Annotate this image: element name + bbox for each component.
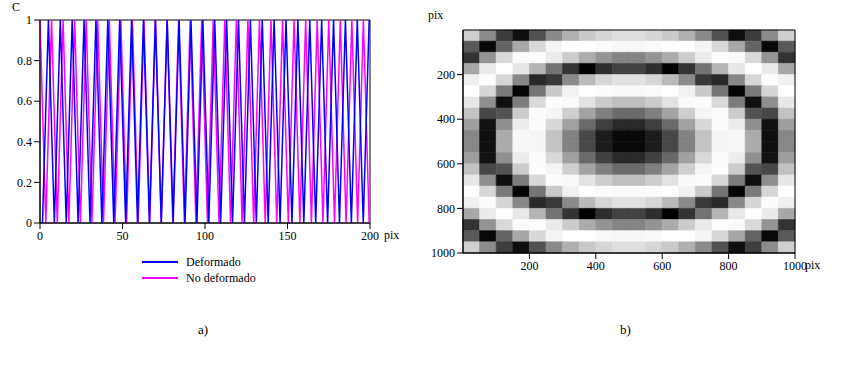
html-text:pix: pix <box>428 8 444 22</box>
svg-text:0.4: 0.4 <box>17 135 32 149</box>
html-text:a): a) <box>198 322 209 337</box>
svg-text:50: 50 <box>117 229 129 243</box>
svg-text:800: 800 <box>720 259 738 273</box>
svg-text:400: 400 <box>437 112 455 126</box>
html-text:Deformado: Deformado <box>186 255 241 269</box>
html-text:pix: pix <box>384 228 400 242</box>
svg-text:400: 400 <box>587 259 605 273</box>
svg-text:1000: 1000 <box>783 259 807 273</box>
svg-text:1: 1 <box>26 13 32 27</box>
svg-text:200: 200 <box>520 259 538 273</box>
svg-text:0: 0 <box>26 216 32 230</box>
svg-text:0.6: 0.6 <box>17 94 32 108</box>
svg-text:100: 100 <box>196 229 214 243</box>
svg-text:1000: 1000 <box>431 246 455 260</box>
svg-text:0: 0 <box>37 229 43 243</box>
svg-text:150: 150 <box>279 229 297 243</box>
html-text:pix: pix <box>805 258 821 272</box>
svg-text:200: 200 <box>361 229 379 243</box>
svg-text:600: 600 <box>653 259 671 273</box>
html-text:b): b) <box>620 322 631 337</box>
html-text:C: C <box>12 0 20 14</box>
svg-text:0.2: 0.2 <box>17 176 32 190</box>
svg-text:200: 200 <box>437 68 455 82</box>
svg-text:800: 800 <box>437 202 455 216</box>
svg-text:0.8: 0.8 <box>17 54 32 68</box>
html-text:No deformado: No deformado <box>186 271 256 285</box>
svg-text:600: 600 <box>437 157 455 171</box>
